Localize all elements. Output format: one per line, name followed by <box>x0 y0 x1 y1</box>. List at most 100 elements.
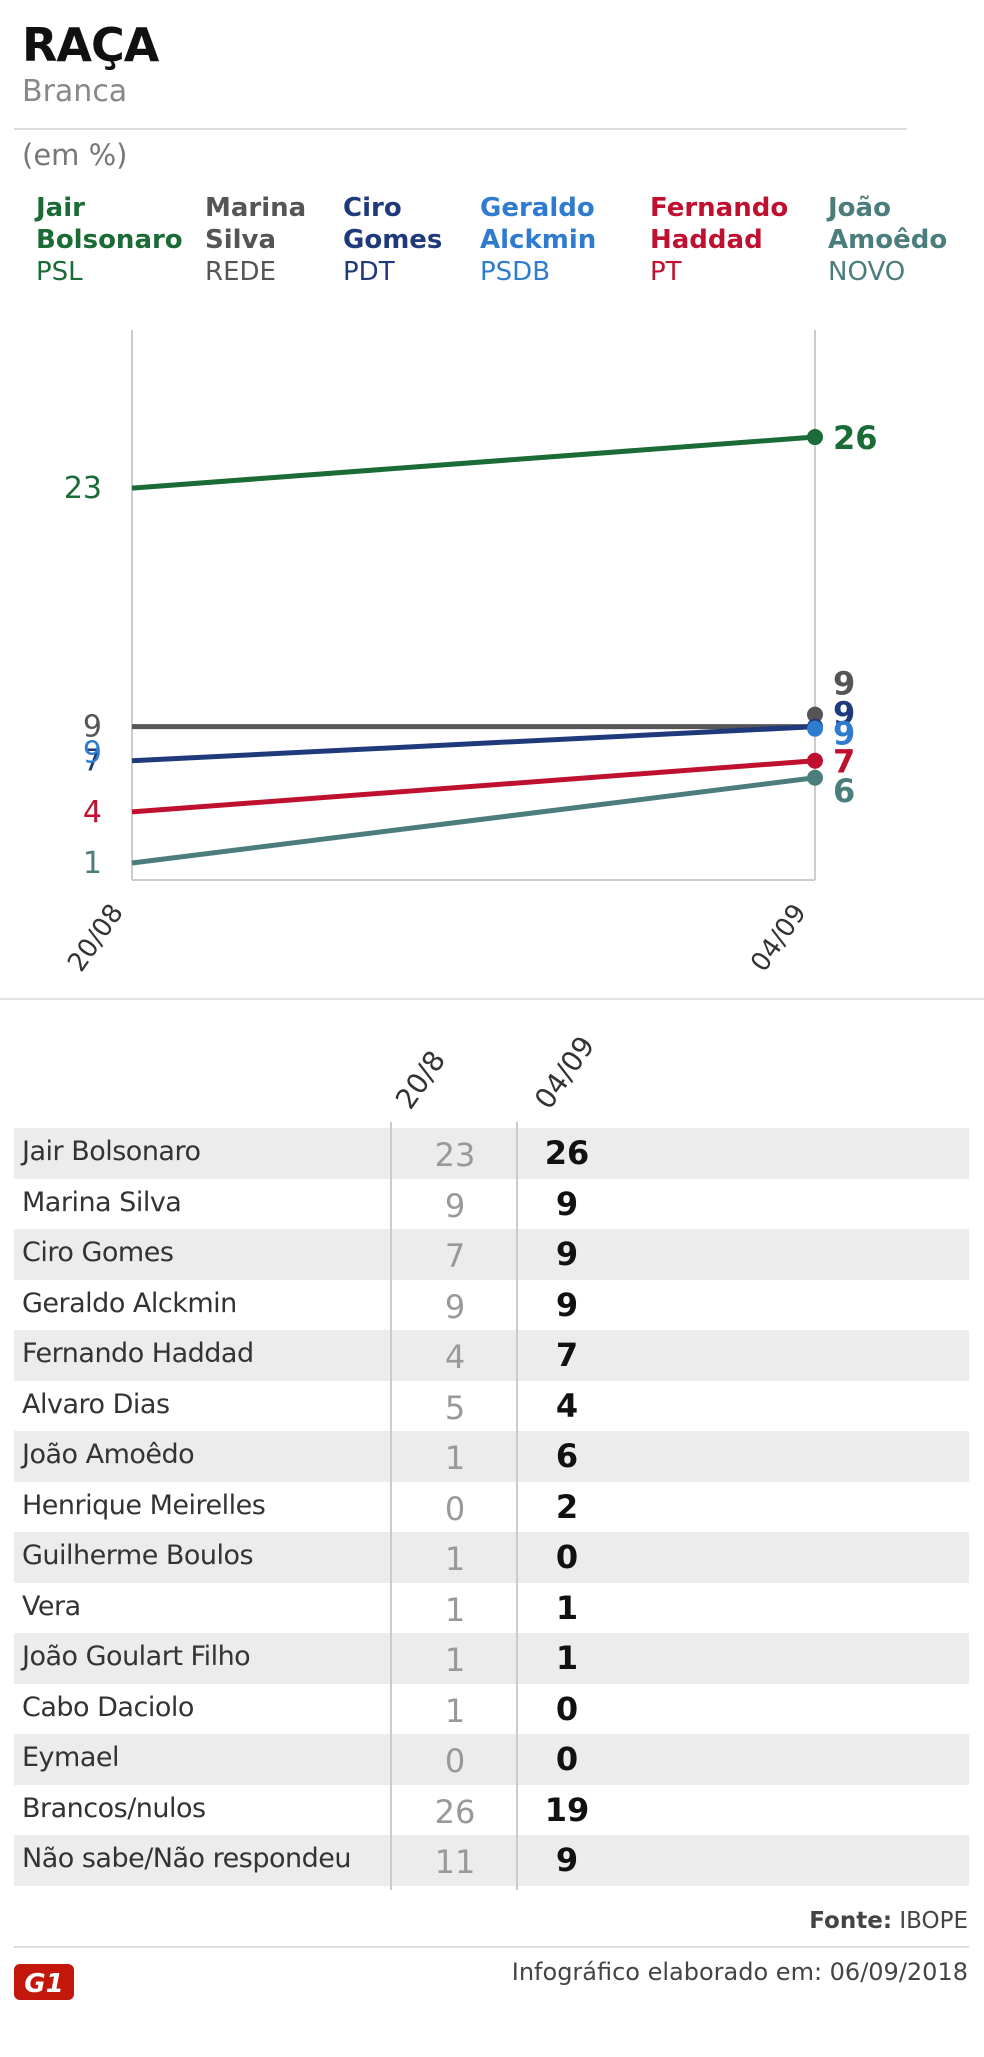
legend-name: Alckmin <box>480 225 597 255</box>
row-value-04-09: 9 <box>555 1235 579 1273</box>
row-value-04-09: 9 <box>555 1184 579 1223</box>
row-value-20-8: 11 <box>434 1843 476 1881</box>
series-end-label: 6 <box>833 772 855 810</box>
legend-party: PSDB <box>480 257 551 287</box>
row-value-04-09: 7 <box>555 1336 579 1374</box>
series-start-label: 9 <box>83 710 102 745</box>
unit-label: (em %) <box>22 138 128 172</box>
legend-item: Fernando Haddad PT <box>650 192 788 288</box>
row-value-04-09: 9 <box>555 1841 579 1879</box>
legend-item: Ciro Gomes PDT <box>343 192 442 288</box>
row-name: Não sabe/Não respondeu <box>22 1843 351 1874</box>
series-end-point <box>807 752 823 769</box>
row-value-20-8: 9 <box>444 1186 466 1225</box>
x-tick-label: 04/09 <box>745 899 813 978</box>
table-row: Henrique Meirelles 0 2 <box>14 1482 969 1533</box>
source-note: Fonte: IBOPE <box>809 1908 968 1934</box>
row-name: João Goulart Filho <box>22 1641 251 1672</box>
series-end-label: 26 <box>833 419 878 457</box>
series-end-point <box>807 720 823 737</box>
legend-item: Marina Silva REDE <box>205 192 306 288</box>
row-value-20-8: 1 <box>444 1540 466 1578</box>
table-row: Geraldo Alckmin 9 9 <box>14 1280 969 1331</box>
header-divider <box>14 128 907 130</box>
table-column-divider <box>516 1122 518 1890</box>
row-value-20-8: 1 <box>444 1439 466 1477</box>
series-start-label: 7 <box>83 744 102 779</box>
credit-note: Infográfico elaborado em: 06/09/2018 <box>511 1958 968 1986</box>
legend-item: Geraldo Alckmin PSDB <box>480 192 596 288</box>
logo-text: G1 <box>24 1969 63 1999</box>
row-value-20-8: 4 <box>444 1338 466 1376</box>
row-value-04-09: 0 <box>555 1689 579 1728</box>
legend-name: Amoêdo <box>828 225 948 255</box>
row-name: Henrique Meirelles <box>22 1489 266 1521</box>
row-value-20-8: 9 <box>444 1287 466 1326</box>
g1-logo: G1 <box>14 1964 74 2000</box>
series-end-label: 9 <box>833 665 855 703</box>
row-value-04-09: 2 <box>555 1487 579 1526</box>
legend-party: PDT <box>343 257 395 287</box>
row-name: Geraldo Alckmin <box>22 1287 237 1319</box>
table-row: Jair Bolsonaro 23 26 <box>14 1128 969 1179</box>
table-header-col-b: 04/09 <box>527 1029 602 1115</box>
row-name: Eymael <box>22 1742 120 1773</box>
table-row: Guilherme Boulos 1 0 <box>14 1532 969 1583</box>
legend-name: Geraldo <box>480 193 595 223</box>
legend-name: Gomes <box>343 225 443 255</box>
row-name: Cabo Daciolo <box>22 1691 194 1723</box>
legend-name: Jair <box>36 193 85 223</box>
row-value-04-09: 26 <box>544 1134 590 1172</box>
row-name: Vera <box>22 1590 81 1622</box>
row-value-20-8: 0 <box>444 1742 466 1780</box>
legend-name: João <box>828 193 891 223</box>
legend-name: Fernando <box>650 193 789 223</box>
source-value: IBOPE <box>899 1908 968 1934</box>
series-start-label: 23 <box>64 471 102 506</box>
row-name: Jair Bolsonaro <box>22 1136 201 1167</box>
row-name: Marina Silva <box>22 1186 182 1218</box>
row-value-04-09: 1 <box>555 1639 579 1677</box>
row-name: Ciro Gomes <box>22 1237 174 1268</box>
row-name: Brancos/nulos <box>22 1792 206 1824</box>
row-value-20-8: 0 <box>444 1489 466 1528</box>
row-value-04-09: 0 <box>555 1538 579 1576</box>
legend-item: João Amoêdo NOVO <box>828 192 947 288</box>
legend-party: NOVO <box>828 257 906 287</box>
table-row: Fernando Haddad 4 7 <box>14 1330 969 1381</box>
table-row: Alvaro Dias 5 4 <box>14 1381 969 1432</box>
table-row: João Goulart Filho 1 1 <box>14 1633 969 1684</box>
legend-name: Marina <box>205 193 307 223</box>
chart-title: RAÇA <box>22 18 159 72</box>
table-row: Vera 1 1 <box>14 1583 969 1634</box>
series-end-point <box>807 429 823 446</box>
table-header-col-a: 20/8 <box>388 1044 453 1115</box>
row-value-04-09: 4 <box>555 1386 579 1425</box>
row-value-20-8: 23 <box>434 1136 476 1174</box>
series-start-label: 4 <box>83 795 102 830</box>
row-value-04-09: 19 <box>544 1790 590 1829</box>
section-divider <box>0 998 984 1000</box>
row-value-04-09: 1 <box>555 1588 579 1627</box>
series-end-point <box>807 706 823 723</box>
legend-name: Bolsonaro <box>36 225 183 255</box>
table-row: Marina Silva 9 9 <box>14 1179 969 1230</box>
series-end-label: 9 <box>833 695 855 733</box>
chart-subtitle: Branca <box>22 74 128 109</box>
row-name: Alvaro Dias <box>22 1388 170 1420</box>
row-value-20-8: 26 <box>434 1792 476 1831</box>
row-value-20-8: 1 <box>444 1590 466 1629</box>
legend-party: PSL <box>36 257 83 287</box>
series-end-label: 7 <box>833 743 855 781</box>
row-value-04-09: 0 <box>555 1740 579 1778</box>
series-end-label: 9 <box>833 715 855 753</box>
series-line <box>131 775 816 866</box>
table-row: João Amoêdo 1 6 <box>14 1431 969 1482</box>
table-row: Não sabe/Não respondeu 11 9 <box>14 1835 969 1886</box>
table-row: Eymael 0 0 <box>14 1734 969 1785</box>
results-table: Jair Bolsonaro 23 26 Marina Silva 9 9 Ciro Gom… <box>14 1128 969 1886</box>
legend-item: Jair Bolsonaro PSL <box>36 192 183 288</box>
row-value-20-8: 1 <box>444 1691 466 1730</box>
series-start-label: 9 <box>83 736 102 771</box>
